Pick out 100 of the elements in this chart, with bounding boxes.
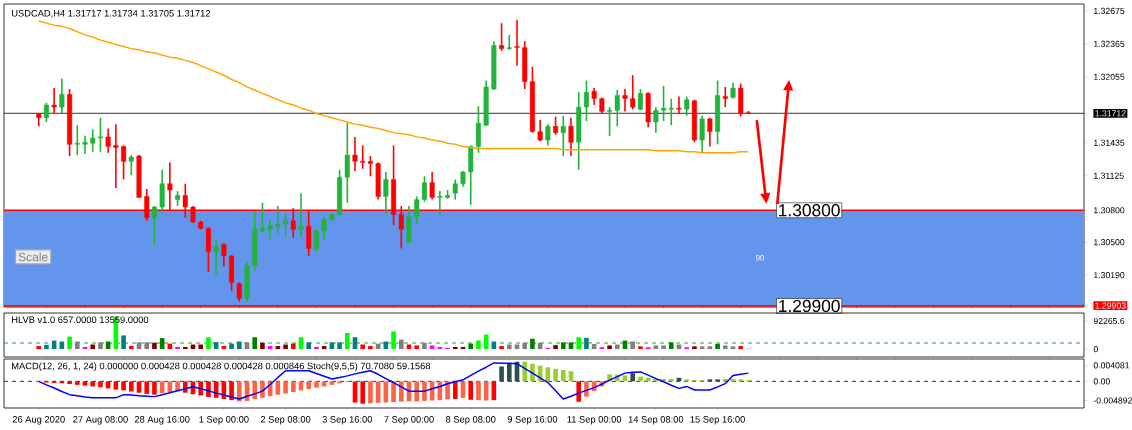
- bar: [452, 381, 458, 399]
- candlestick: [59, 77, 65, 115]
- candlestick: [607, 106, 613, 137]
- bar: [506, 344, 512, 350]
- bar: [584, 337, 589, 350]
- candlestick: [506, 34, 512, 51]
- bar: [476, 381, 481, 401]
- candlestick: [105, 127, 111, 154]
- candlestick: [267, 219, 273, 240]
- bar: [67, 381, 72, 385]
- bar: [290, 381, 296, 392]
- bar: [630, 373, 636, 382]
- bar: [638, 376, 643, 382]
- candlestick: [676, 95, 682, 115]
- bar: [692, 346, 697, 350]
- bar: [506, 362, 512, 382]
- x-tick-label: 1 Sep 00:00: [199, 416, 249, 425]
- bar: [468, 381, 474, 400]
- candlestick: [321, 215, 327, 241]
- bar: [152, 381, 157, 395]
- bar: [398, 339, 404, 350]
- candlestick: [352, 136, 358, 172]
- y-tick-label: 0.004081: [1093, 362, 1130, 369]
- y-tick-label: 1.32055: [1094, 73, 1125, 80]
- bar: [738, 346, 744, 350]
- bar: [653, 345, 659, 350]
- candlestick: [82, 135, 88, 155]
- y-tick-label: -0.004892: [1093, 397, 1132, 404]
- bar: [638, 346, 643, 350]
- bar: [206, 381, 211, 398]
- candlestick: [298, 192, 304, 239]
- bar: [90, 381, 96, 387]
- bar: [445, 381, 450, 400]
- bar: [167, 381, 173, 392]
- bar: [576, 337, 582, 350]
- candlestick: [437, 190, 443, 217]
- band-label: 90: [755, 255, 765, 261]
- bar: [422, 342, 427, 350]
- y-tick-label: 1.30800: [1094, 207, 1125, 214]
- bar: [144, 381, 150, 394]
- bar: [306, 381, 312, 390]
- candlestick: [514, 19, 520, 67]
- bar: [121, 335, 126, 350]
- bar: [730, 346, 736, 350]
- candlestick: [43, 102, 49, 123]
- bar: [630, 341, 636, 350]
- bar: [491, 341, 497, 350]
- ref-line-label: 1.29900: [779, 299, 840, 313]
- bar: [360, 381, 366, 404]
- candlestick: [568, 116, 574, 157]
- x-tick-label: 28 Aug 16:00: [134, 416, 190, 425]
- bar: [398, 381, 404, 402]
- y-tick-label: 1.32675: [1094, 7, 1125, 14]
- bar: [314, 346, 319, 350]
- bar: [98, 381, 103, 388]
- bar: [260, 342, 265, 350]
- candlestick: [213, 238, 219, 276]
- candlestick: [622, 88, 628, 113]
- bar: [383, 341, 389, 350]
- bar: [391, 331, 396, 350]
- x-tick-label: 3 Sep 16:00: [322, 416, 373, 425]
- bar: [368, 381, 373, 404]
- bar: [136, 381, 142, 393]
- bar: [175, 346, 180, 350]
- bar: [344, 332, 350, 350]
- x-tick-label: 2 Sep 08:00: [260, 416, 311, 425]
- y-tick-label: 1.30190: [1094, 272, 1125, 279]
- x-tick-label: 14 Sep 08:00: [628, 416, 684, 425]
- bar: [668, 378, 674, 382]
- candlestick: [722, 86, 728, 108]
- x-tick-label: 11 Sep 00:00: [567, 416, 622, 425]
- bar: [74, 381, 80, 385]
- bar: [44, 344, 49, 350]
- bar: [352, 381, 358, 403]
- bar: [152, 342, 157, 350]
- bar: [236, 341, 242, 350]
- bar: [614, 344, 620, 350]
- y-tick-label: 0: [1093, 346, 1098, 353]
- y-tick-label: 1.31712: [1095, 110, 1126, 117]
- bar: [175, 381, 180, 392]
- bar: [74, 341, 80, 350]
- bar: [90, 344, 96, 350]
- ref-line-label: 1.30800: [779, 204, 840, 217]
- bar: [584, 381, 589, 397]
- candlestick: [313, 228, 319, 253]
- candlestick: [699, 114, 705, 153]
- bar: [414, 345, 420, 350]
- bar: [522, 361, 528, 382]
- x-tick-label: 8 Sep 08:00: [445, 416, 496, 425]
- bar: [329, 381, 335, 385]
- x-tick-label: 9 Sep 16:00: [507, 416, 558, 425]
- bar: [329, 342, 335, 350]
- bar: [229, 381, 234, 401]
- candlestick: [429, 171, 435, 201]
- bar: [306, 342, 312, 350]
- bar: [522, 342, 528, 350]
- bar: [314, 381, 319, 388]
- bar: [576, 381, 582, 402]
- bar: [607, 345, 612, 350]
- candlestick: [74, 124, 80, 156]
